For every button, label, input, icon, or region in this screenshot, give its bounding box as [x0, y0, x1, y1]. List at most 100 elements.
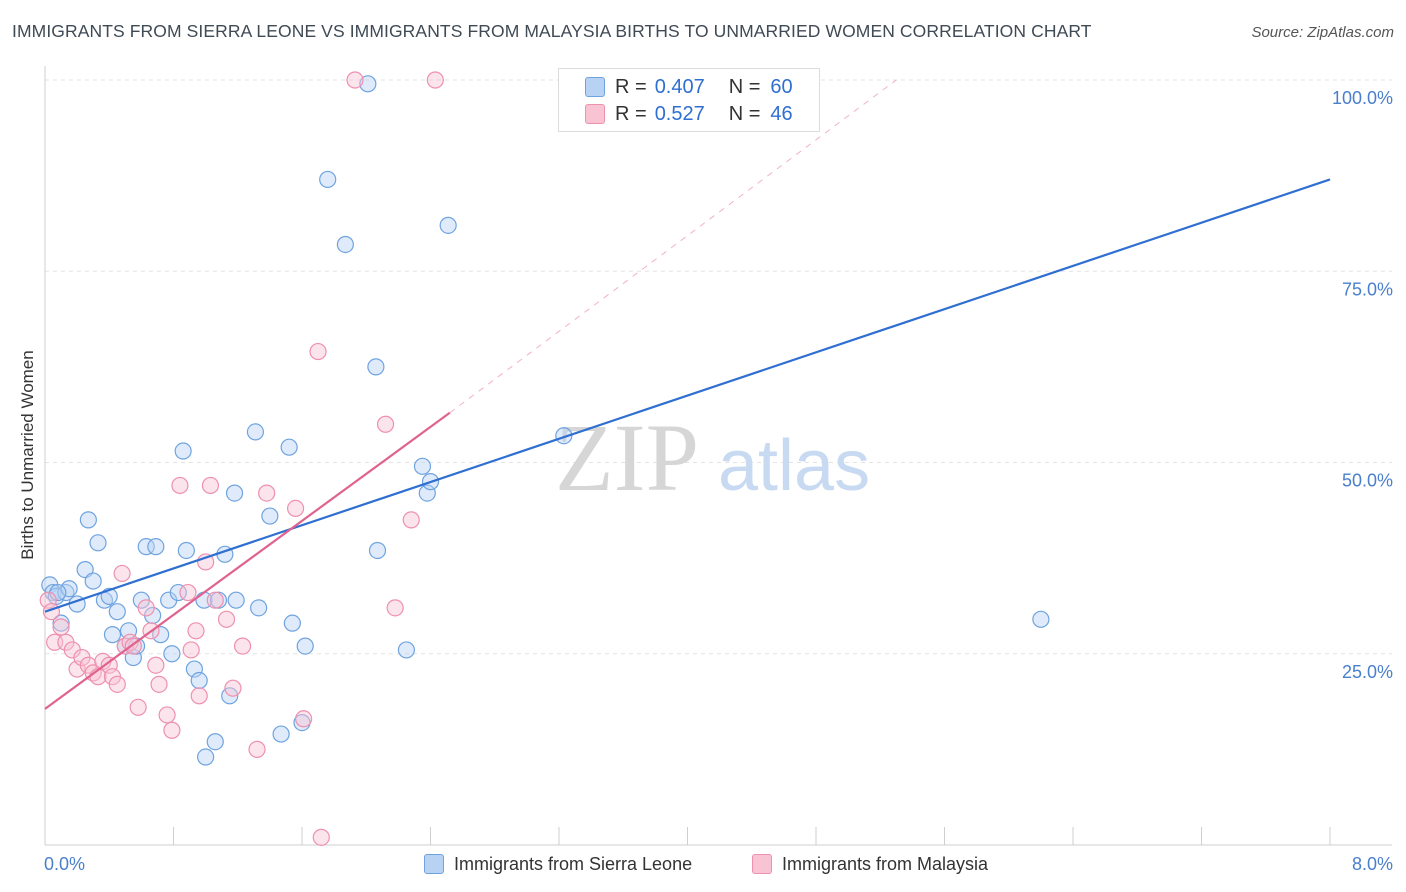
data-point-sierra-leone	[250, 599, 268, 617]
data-point-malaysia	[376, 415, 395, 433]
data-point-sierra-leone	[283, 614, 301, 632]
correlation-legend: R = 0.407 N = 60 R = 0.527 N = 46	[558, 68, 820, 132]
data-point-malaysia	[426, 71, 444, 89]
data-point-sierra-leone	[413, 457, 432, 475]
watermark-atlas: atlas	[718, 426, 870, 506]
data-point-malaysia	[233, 637, 252, 655]
data-point-malaysia	[158, 706, 176, 724]
data-point-malaysia	[217, 610, 236, 628]
data-point-malaysia	[295, 710, 313, 728]
data-point-sierra-leone	[367, 358, 385, 376]
bottom-legend-label-sierra-leone: Immigrants from Sierra Leone	[454, 853, 693, 874]
trend-line-malaysia-extension	[449, 79, 897, 414]
data-point-malaysia	[206, 591, 224, 609]
legend-row-sierra-leone: R = 0.407 N = 60	[559, 75, 793, 99]
data-point-sierra-leone	[397, 641, 416, 659]
trend-lines	[44, 79, 1331, 710]
data-point-sierra-leone	[84, 572, 102, 590]
data-point-sierra-leone	[439, 216, 457, 234]
data-point-sierra-leone	[227, 591, 245, 609]
data-point-malaysia	[150, 675, 168, 693]
data-point-sierra-leone	[368, 541, 387, 560]
data-point-sierra-leone	[280, 438, 298, 456]
legend-row-malaysia: R = 0.527 N = 46	[559, 102, 793, 126]
data-point-sierra-leone	[89, 534, 107, 552]
data-point-sierra-leone	[103, 626, 122, 644]
data-point-sierra-leone	[190, 671, 208, 690]
legend-swatch-malaysia	[585, 104, 605, 124]
data-point-malaysia	[309, 342, 327, 361]
data-point-malaysia	[346, 71, 364, 89]
data-point-sierra-leone	[108, 603, 126, 621]
bottom-legend-malaysia: Immigrants from Malaysia	[752, 851, 988, 877]
chart-title: IMMIGRANTS FROM SIERRA LEONE VS IMMIGRAN…	[12, 21, 1092, 41]
data-point-malaysia	[312, 828, 330, 846]
grid-lines	[45, 79, 1392, 655]
data-point-malaysia	[201, 476, 220, 495]
data-point-sierra-leone	[174, 442, 192, 460]
y-tick-label: 50.0%	[1342, 471, 1393, 491]
data-point-malaysia	[386, 599, 404, 617]
data-point-sierra-leone	[163, 645, 181, 663]
data-point-malaysia	[137, 599, 155, 617]
data-point-sierra-leone	[147, 538, 165, 556]
data-point-sierra-leone	[52, 614, 70, 632]
trend-line-malaysia	[44, 411, 451, 710]
data-point-sierra-leone	[1032, 610, 1050, 628]
legend-r-label: R =	[615, 102, 647, 125]
data-point-sierra-leone	[555, 427, 573, 445]
data-point-malaysia	[147, 656, 165, 674]
data-point-malaysia	[113, 564, 131, 583]
legend-r-value: 0.527	[654, 102, 705, 125]
data-point-sierra-leone	[137, 538, 155, 556]
legend-r-value: 0.407	[654, 75, 705, 98]
trend-line-sierra-leone	[44, 178, 1331, 613]
y-axis-label: Births to Unmarried Women	[18, 350, 37, 559]
data-point-malaysia	[224, 679, 242, 697]
data-point-sierra-leone	[60, 580, 78, 598]
data-point-sierra-leone	[272, 725, 290, 743]
y-tick-label: 100.0%	[1332, 88, 1393, 108]
y-tick-label: 25.0%	[1342, 662, 1393, 682]
data-point-sierra-leone	[169, 583, 187, 602]
tick-labels: 25.0% 50.0% 75.0% 100.0% 0.0% 8.0%	[44, 88, 1393, 874]
data-point-malaysia	[108, 675, 126, 693]
x-tick-label: 0.0%	[44, 854, 85, 874]
axes	[44, 66, 1392, 846]
x-tick-label: 8.0%	[1352, 854, 1393, 874]
data-point-sierra-leone	[225, 484, 244, 502]
legend-n-value: 46	[770, 102, 793, 125]
data-point-malaysia	[258, 484, 276, 502]
data-point-sierra-leone	[177, 541, 195, 560]
legend-n-value: 60	[770, 75, 793, 98]
legend-swatch-sierra-leone	[585, 77, 605, 97]
data-point-malaysia	[187, 622, 205, 640]
data-point-sierra-leone	[79, 511, 97, 529]
data-point-malaysia	[52, 618, 70, 636]
series-malaysia-points	[39, 71, 444, 846]
legend-n-label: N =	[728, 102, 761, 125]
data-point-sierra-leone	[319, 170, 337, 189]
data-point-malaysia	[402, 511, 420, 529]
data-point-malaysia	[286, 499, 305, 517]
legend-n-label: N =	[728, 75, 761, 98]
data-point-sierra-leone	[152, 626, 170, 644]
watermark: ZIP atlas	[555, 404, 870, 511]
bottom-legend-swatch-sierra-leone	[424, 854, 444, 874]
data-point-malaysia	[179, 583, 197, 602]
data-point-malaysia	[163, 721, 181, 739]
data-point-sierra-leone	[336, 235, 354, 254]
data-point-sierra-leone	[197, 748, 215, 766]
data-point-sierra-leone	[359, 75, 377, 93]
data-point-sierra-leone	[296, 637, 314, 655]
series-sierra-leone-points	[41, 75, 1050, 766]
data-point-sierra-leone	[261, 507, 279, 525]
bottom-legend-label-malaysia: Immigrants from Malaysia	[782, 853, 989, 874]
legend-r-label: R =	[615, 75, 647, 98]
data-point-malaysia	[248, 740, 266, 758]
watermark-zip: ZIP	[555, 404, 699, 511]
bottom-legend-swatch-malaysia	[752, 854, 772, 874]
data-point-sierra-leone	[206, 733, 224, 751]
source-label: Source: ZipAtlas.com	[1251, 24, 1394, 41]
